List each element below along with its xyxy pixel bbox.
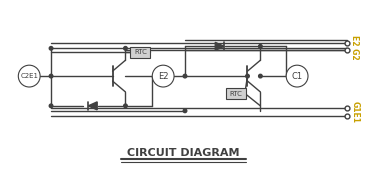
FancyBboxPatch shape <box>130 47 150 58</box>
Text: E2: E2 <box>158 72 168 81</box>
Circle shape <box>49 46 53 50</box>
Text: RTC: RTC <box>134 49 147 55</box>
Circle shape <box>152 65 174 87</box>
Circle shape <box>183 109 187 113</box>
Text: G1E1: G1E1 <box>350 101 359 123</box>
Polygon shape <box>215 42 224 50</box>
Circle shape <box>18 65 40 87</box>
Text: RTC: RTC <box>229 91 242 97</box>
Circle shape <box>259 45 262 48</box>
Circle shape <box>183 74 187 78</box>
Circle shape <box>49 104 53 108</box>
Polygon shape <box>88 102 97 110</box>
Circle shape <box>124 104 127 108</box>
Circle shape <box>286 65 308 87</box>
Text: C1: C1 <box>291 72 303 81</box>
Circle shape <box>124 46 127 50</box>
Circle shape <box>259 74 262 78</box>
Circle shape <box>246 74 249 78</box>
Circle shape <box>49 74 53 78</box>
FancyBboxPatch shape <box>226 89 246 99</box>
Text: E2 G2: E2 G2 <box>350 34 359 59</box>
Text: C2E1: C2E1 <box>20 73 38 79</box>
Text: CIRCUIT DIAGRAM: CIRCUIT DIAGRAM <box>127 149 239 158</box>
